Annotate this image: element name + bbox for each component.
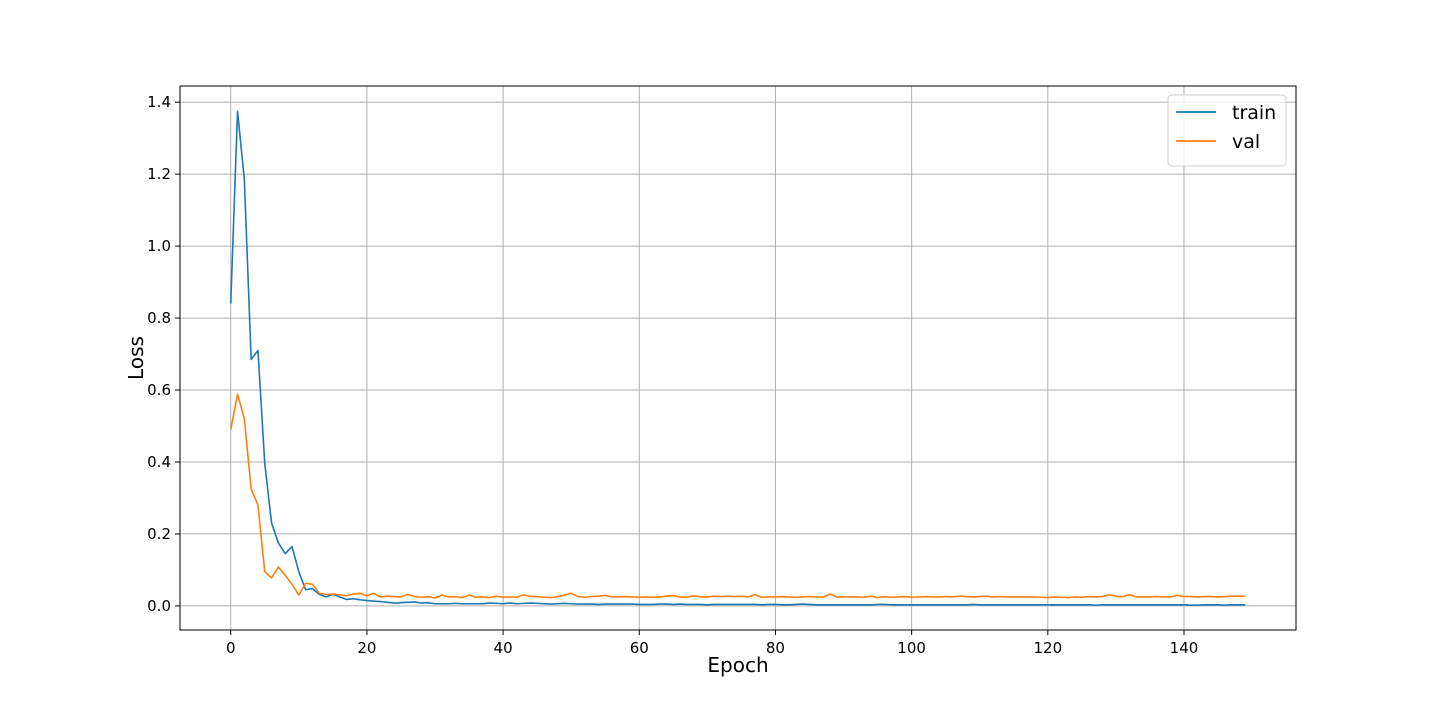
y-tick-label: 0.6 — [147, 381, 171, 399]
series-line-val — [229, 393, 1246, 599]
legend-entries: train val — [1176, 102, 1276, 153]
y-tick-label: 0.0 — [147, 597, 171, 615]
y-axis-ticks: 0.0 0.2 0.4 0.6 0.8 1.0 1.2 1.4 — [147, 93, 180, 615]
y-tick-label: 1.0 — [147, 237, 171, 255]
x-tick-label: 20 — [357, 639, 376, 657]
x-tick-label: 120 — [1033, 639, 1062, 657]
series-line-train — [229, 110, 1246, 606]
grid — [180, 86, 1296, 630]
y-tick-label: 0.4 — [147, 453, 171, 471]
y-axis-label: Loss — [124, 336, 148, 380]
x-tick-label: 0 — [226, 639, 236, 657]
x-tick-label: 140 — [1170, 639, 1199, 657]
legend-label-train: train — [1232, 102, 1276, 124]
legend-label-val: val — [1232, 131, 1260, 153]
x-tick-label: 60 — [630, 639, 649, 657]
y-tick-label: 1.2 — [147, 165, 171, 183]
x-tick-label: 100 — [897, 639, 926, 657]
legend: train val — [1167, 94, 1287, 167]
x-tick-label: 80 — [766, 639, 785, 657]
y-tick-label: 0.8 — [147, 309, 171, 327]
y-tick-label: 1.4 — [147, 93, 171, 111]
series-lines — [229, 110, 1246, 606]
x-axis-label: Epoch — [707, 653, 768, 677]
y-tick-label: 0.2 — [147, 525, 171, 543]
x-axis-ticks: 0 20 40 60 80 100 120 140 — [226, 630, 1198, 657]
x-tick-label: 40 — [494, 639, 513, 657]
plot-frame — [179, 85, 1297, 631]
